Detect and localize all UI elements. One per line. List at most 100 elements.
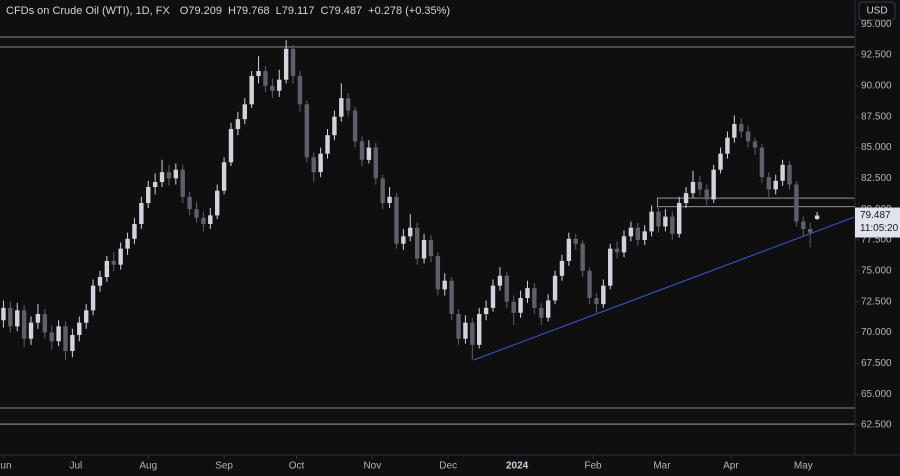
candle-body	[814, 215, 820, 219]
candle-body	[228, 129, 234, 163]
x-tick-label: Oct	[289, 461, 305, 472]
currency-button[interactable]	[858, 1, 896, 21]
candle-body	[221, 162, 227, 191]
x-tick-label: Feb	[584, 461, 602, 472]
candle-body	[97, 277, 103, 286]
candle-body	[283, 48, 289, 80]
candle-body	[83, 310, 89, 323]
candle-body	[42, 314, 48, 333]
candle-body	[208, 215, 213, 224]
bar-countdown: 11:05:20	[860, 223, 899, 234]
candle-body	[601, 285, 606, 305]
candle-body	[752, 141, 758, 148]
y-tick-label: 65.000	[861, 389, 892, 400]
candle-body	[649, 211, 654, 232]
candle-body	[21, 310, 27, 339]
candle-body	[380, 178, 385, 204]
candle-body	[725, 137, 730, 154]
candle-body	[759, 147, 765, 178]
candle-body	[428, 240, 434, 257]
candle-body	[366, 147, 372, 160]
candle-body	[642, 231, 647, 241]
candle-body	[111, 260, 116, 265]
candle-body	[566, 238, 572, 261]
candle-body	[690, 182, 696, 194]
currency-label[interactable]: USD	[866, 6, 887, 17]
candle-body	[125, 238, 130, 249]
candle-body	[490, 285, 496, 308]
x-tick-label: 2024	[506, 461, 529, 472]
candle-body	[173, 169, 179, 179]
candle-body	[166, 172, 172, 179]
candle-body	[49, 332, 54, 342]
candle-body	[697, 182, 703, 190]
y-tick-label: 77.500	[861, 235, 892, 246]
candle-body	[449, 280, 454, 315]
last-price-label: 79.487	[860, 210, 891, 221]
candle-body	[152, 182, 158, 187]
candle-body	[732, 124, 737, 138]
trendline	[473, 216, 855, 361]
candle-body	[235, 119, 241, 130]
candle-body	[545, 300, 551, 318]
y-tick-label: 85.000	[861, 142, 892, 153]
candle-body	[277, 79, 282, 91]
candle-body	[766, 177, 772, 190]
candle-body	[304, 104, 310, 158]
y-tick-label: 92.500	[861, 50, 892, 61]
candle-body	[552, 275, 558, 301]
x-tick-label: May	[794, 461, 813, 472]
last-price-box	[855, 207, 900, 238]
candle-body	[35, 314, 41, 323]
candle-body	[559, 260, 565, 276]
x-tick-label: Jul	[69, 461, 82, 472]
candle-body	[104, 260, 110, 278]
candle-body	[56, 326, 61, 342]
candle-body	[421, 240, 427, 259]
candle-body	[373, 147, 378, 179]
candle-body	[249, 75, 254, 105]
candle-body	[470, 322, 475, 345]
candle-body	[435, 256, 441, 290]
candle-body	[70, 334, 75, 352]
legend-value: L79.117	[276, 5, 315, 17]
y-tick-label: 72.500	[861, 296, 892, 307]
candle-body	[718, 153, 723, 170]
candle-body	[573, 238, 578, 244]
x-tick-label: Apr	[723, 461, 739, 472]
candle-body	[518, 297, 523, 313]
candle-body	[414, 227, 420, 259]
candle-body	[214, 190, 220, 216]
candle-body	[483, 307, 489, 315]
candle-body	[290, 48, 296, 76]
candle-body	[807, 228, 813, 233]
x-tick-label: Nov	[363, 461, 381, 472]
candle-body	[621, 236, 627, 253]
candle-body	[442, 280, 447, 290]
candle-body	[580, 243, 585, 271]
candle-body	[532, 288, 537, 308]
candle-body	[739, 124, 744, 132]
candle-body	[270, 85, 275, 91]
legend-value: C79.487	[321, 5, 363, 17]
candle-body	[187, 196, 192, 210]
candle-body	[670, 216, 675, 234]
y-tick-label: 62.500	[861, 420, 892, 431]
candle-body	[504, 275, 509, 302]
legend-value: +0.278 (+0.35%)	[368, 5, 450, 17]
candle-body	[525, 288, 530, 298]
candle-body	[332, 116, 337, 136]
candle-body	[614, 248, 620, 253]
y-tick-label: 87.500	[861, 111, 892, 122]
candle-body	[352, 110, 358, 142]
candle-body	[263, 71, 268, 86]
candle-body	[401, 236, 406, 244]
ohlc-legend: O79.209 H79.768 L79.117 C79.487 +0.278 (+0.3…	[180, 5, 450, 17]
x-tick-label: Aug	[139, 461, 157, 472]
candle-body	[90, 285, 96, 311]
y-tick-label: 75.000	[861, 265, 892, 276]
candle-body	[8, 307, 13, 327]
y-tick-label: 90.000	[861, 80, 892, 91]
